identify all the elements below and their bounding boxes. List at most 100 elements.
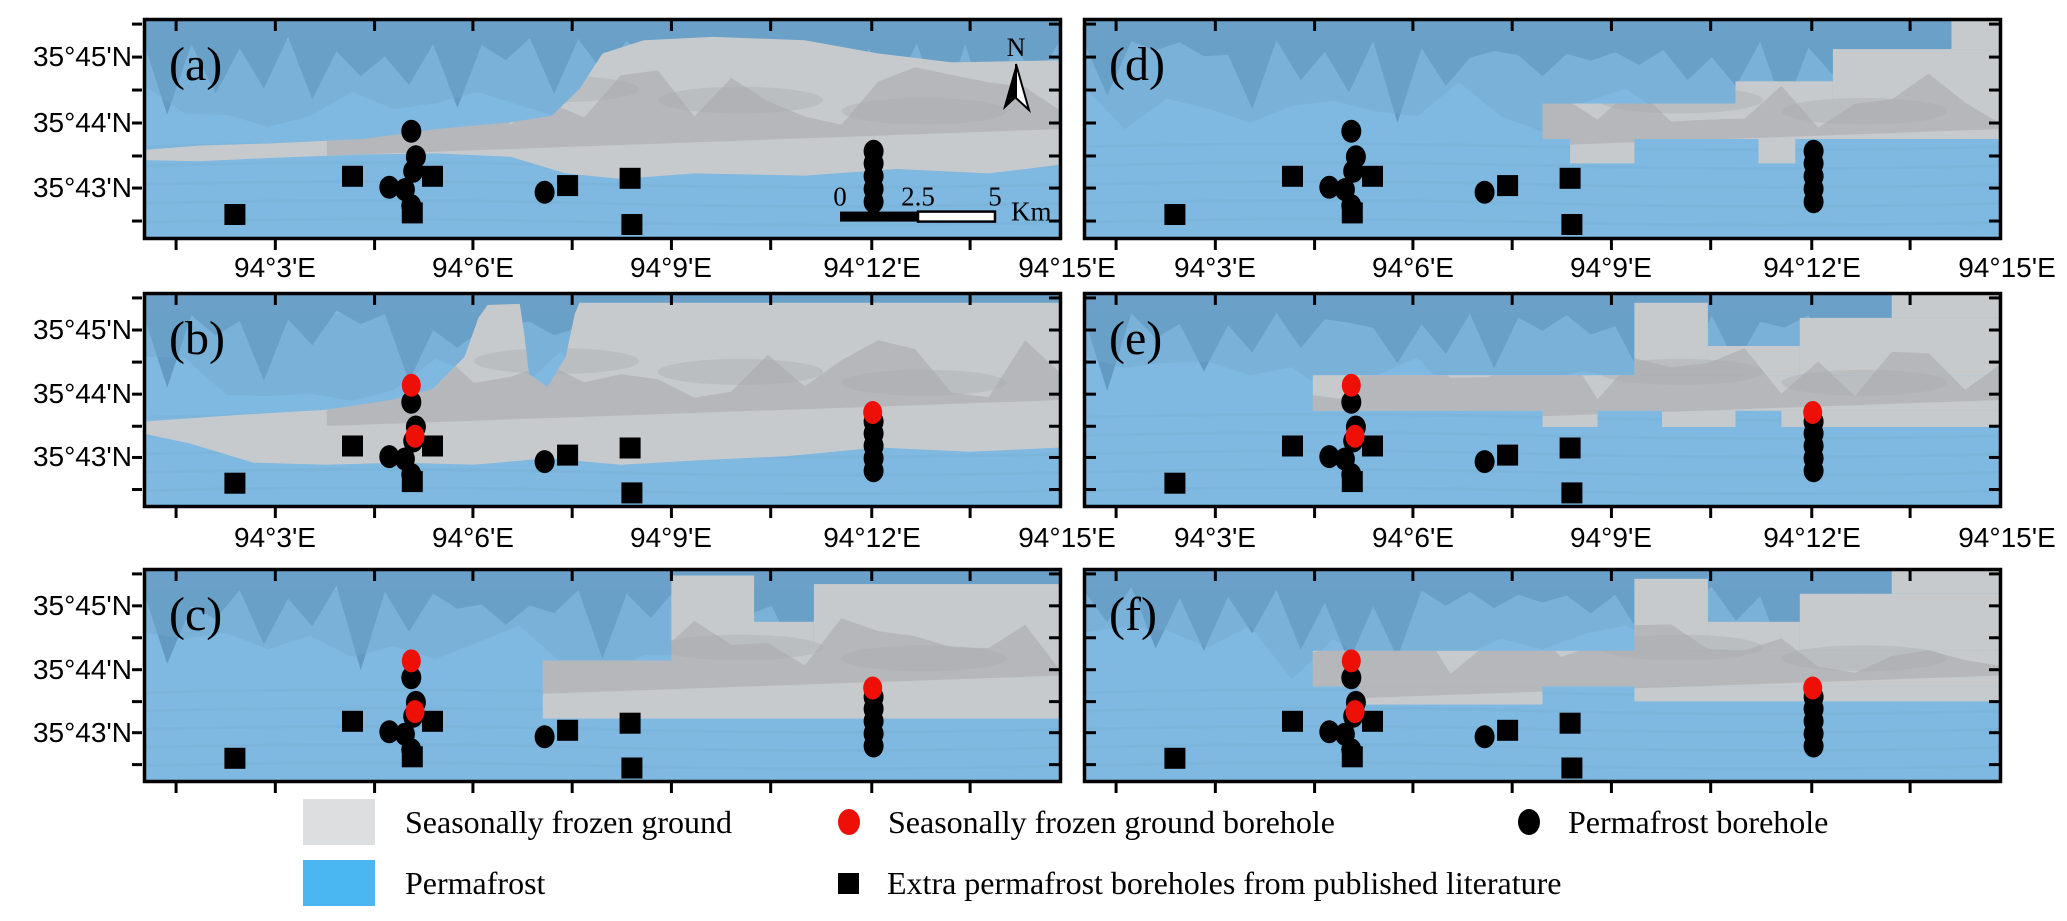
seasonal-borehole-dot — [401, 649, 421, 673]
legend-label: Permafrost — [405, 864, 546, 901]
extra-borehole-square — [1559, 167, 1581, 189]
permafrost-borehole-dot — [534, 725, 555, 749]
scale-bar: 0 2.5 5 Km — [833, 182, 1051, 227]
lon-label: 94°12'E — [823, 252, 921, 283]
lon-label: 94°15'E — [1018, 252, 1116, 283]
seasonal-borehole-dot — [401, 373, 421, 397]
lat-label: 35°45'N — [32, 41, 132, 72]
map-panel-b: (b) — [132, 291, 1063, 518]
seasonal-borehole-dot — [1345, 424, 1365, 448]
legend-label: Seasonally frozen ground — [405, 803, 733, 840]
lon-label: 94°15'E — [1958, 252, 2056, 283]
permafrost-borehole-dot — [1343, 159, 1364, 183]
seasonal-borehole-dot — [863, 401, 883, 424]
panel-label-f: (f) — [1109, 588, 1157, 641]
lon-label: 94°3'E — [234, 522, 316, 553]
red-borehole-dot-icon — [838, 809, 860, 835]
map-b: (b) — [132, 291, 1063, 518]
extra-borehole-square — [1561, 214, 1583, 235]
panel-label-e: (e) — [1109, 312, 1162, 365]
lat-label: 35°44'N — [32, 654, 132, 685]
extra-borehole-square — [1559, 712, 1581, 734]
extra-borehole-square — [1561, 757, 1583, 779]
lon-label: 94°6'E — [1372, 252, 1454, 283]
permafrost-borehole-dot — [403, 159, 424, 183]
extra-borehole-square — [342, 710, 363, 732]
seasonal-borehole-dot — [405, 700, 425, 724]
lon-label: 94°3'E — [1174, 522, 1256, 553]
permafrost-borehole-dot — [1341, 463, 1362, 486]
lon-label: 94°15'E — [1958, 522, 2056, 553]
black-borehole-square-icon — [838, 872, 859, 894]
lat-label: 35°43'N — [32, 717, 132, 748]
extra-borehole-square — [1497, 444, 1519, 466]
seasonal-borehole-dot — [1341, 373, 1361, 397]
lat-label: 35°44'N — [32, 107, 132, 138]
permafrost-borehole-dot — [1474, 180, 1495, 204]
lat-label: 35°45'N — [32, 314, 132, 345]
extra-borehole-square — [1362, 710, 1383, 732]
map-d: (d) — [1082, 17, 2003, 250]
extra-borehole-square — [1282, 710, 1303, 732]
permafrost-borehole-dot — [1319, 175, 1340, 199]
extra-borehole-square — [1561, 482, 1583, 504]
permafrost-borehole-dot — [1803, 734, 1824, 758]
svg-text:5: 5 — [988, 182, 1002, 212]
permafrost-borehole-dot — [1319, 445, 1340, 469]
permafrost-borehole-dot — [401, 390, 422, 414]
extra-borehole-square — [224, 204, 246, 225]
extra-borehole-square — [422, 165, 443, 187]
legend-label: Seasonally frozen ground borehole — [888, 803, 1335, 840]
lon-label: 94°6'E — [432, 522, 514, 553]
extra-borehole-square — [342, 435, 363, 457]
svg-text:Km: Km — [1011, 197, 1052, 227]
legend-label: Extra permafrost boreholes from publishe… — [887, 864, 1562, 901]
seasonal-borehole-dot — [1341, 649, 1361, 673]
lon-label: 94°9'E — [1570, 252, 1652, 283]
permafrost-borehole-dot — [1341, 119, 1362, 143]
extra-borehole-square — [1164, 204, 1186, 225]
permafrost-borehole-dot — [534, 450, 555, 474]
permafrost-borehole-dot — [1341, 666, 1362, 690]
legend-item-seasonally-frozen-ground-borehole: Seasonally frozen ground borehole — [826, 796, 1335, 848]
extra-borehole-square — [1497, 175, 1519, 197]
lat-label: 35°45'N — [32, 590, 132, 621]
map-panel-d: (d) — [1082, 17, 2003, 250]
extra-borehole-square — [1282, 165, 1303, 187]
permafrost-borehole-dot — [379, 175, 400, 199]
permafrost-borehole-dot — [863, 734, 884, 758]
extra-borehole-square — [621, 757, 643, 779]
map-panel-e: (e) — [1082, 291, 2003, 518]
permafrost-borehole-dot — [1474, 725, 1495, 749]
svg-text:2.5: 2.5 — [901, 182, 935, 212]
panel-label-c: (c) — [169, 588, 222, 641]
permafrost-borehole-dot — [1341, 738, 1362, 762]
extra-borehole-square — [1497, 719, 1519, 741]
permafrost-borehole-dot — [401, 119, 422, 143]
extra-borehole-square — [422, 710, 443, 732]
extra-borehole-square — [557, 175, 579, 197]
panel-label-d: (d) — [1109, 38, 1165, 91]
permafrost-borehole-dot — [401, 463, 422, 486]
permafrost-borehole-dot — [379, 445, 400, 469]
permafrost-borehole-dot — [401, 194, 422, 218]
svg-text:0: 0 — [833, 182, 847, 212]
lon-label: 94°9'E — [630, 522, 712, 553]
extra-borehole-square — [224, 747, 246, 769]
permafrost-borehole-dot — [1319, 720, 1340, 744]
map-panel-a: N 0 2.5 5 Km (a) — [132, 17, 1063, 250]
seasonal-borehole-dot — [405, 424, 425, 448]
permafrost-borehole-dot — [1341, 390, 1362, 414]
extra-borehole-square — [619, 167, 641, 189]
extra-borehole-square — [621, 482, 643, 504]
lon-label: 94°9'E — [630, 252, 712, 283]
permafrost-borehole-dot — [534, 180, 555, 204]
lon-label: 94°9'E — [1570, 522, 1652, 553]
svg-text:N: N — [1007, 33, 1026, 62]
permafrost-swatch — [303, 860, 375, 906]
legend-item-permafrost: Permafrost — [303, 857, 545, 909]
extra-borehole-square — [1164, 747, 1186, 769]
lon-label: 94°3'E — [1174, 252, 1256, 283]
legend-item-seasonally-frozen-ground: Seasonally frozen ground — [303, 796, 732, 848]
